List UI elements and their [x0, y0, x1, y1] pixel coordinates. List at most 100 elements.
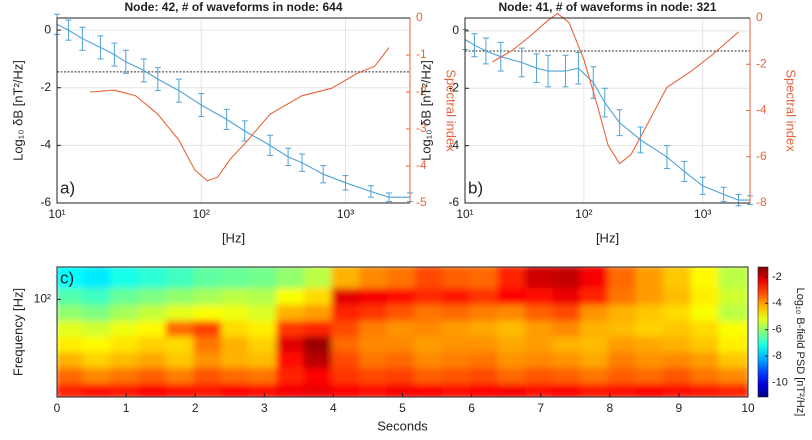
colorbar-tick-label: -10 — [772, 376, 788, 388]
heatmap-cell — [193, 300, 225, 321]
heatmap-cell — [248, 332, 281, 353]
heatmap-cell — [359, 267, 391, 289]
heatmap-cell — [82, 267, 115, 289]
x-axis-label: Seconds — [377, 418, 428, 433]
heatmap-cell — [386, 316, 419, 337]
heatmap-cell — [635, 363, 668, 384]
heatmap-cell — [276, 348, 308, 368]
x-axis-label: [Hz] — [222, 230, 245, 245]
heatmap-cell — [57, 363, 87, 384]
heatmap-cell — [82, 300, 115, 321]
y-tick-label: 0 — [452, 23, 459, 37]
colorbar-label: Log₁₀ B-field PSD [nT²/Hz] — [794, 288, 806, 417]
heatmap-cell — [110, 379, 142, 397]
heatmap-cell — [220, 316, 253, 337]
heatmap-cell — [165, 348, 198, 368]
colorbar-tick-label: -4 — [772, 297, 782, 309]
heatmap-cell — [441, 363, 474, 384]
heatmap-cell — [497, 348, 529, 368]
colorbar-tick-label: -2 — [772, 271, 782, 283]
heatmap-cell — [110, 284, 142, 305]
heatmap-cell — [414, 348, 446, 368]
heatmap-cell — [359, 300, 391, 321]
heatmap-cell — [331, 348, 364, 368]
heatmap-cell — [386, 267, 419, 289]
y-tick-label: 10² — [34, 292, 51, 306]
heatmap-cell — [524, 363, 557, 384]
heatmap-cell — [110, 332, 142, 353]
colorbar — [757, 266, 769, 398]
heatmap-cell — [441, 284, 474, 305]
x-tick-label: 2 — [192, 401, 199, 415]
x-tick-label: 10 — [741, 401, 755, 415]
heatmap-cell — [635, 267, 668, 289]
heatmap-cell — [580, 267, 612, 289]
heatmap-cell — [331, 316, 364, 337]
y-tick-label: -6 — [40, 195, 51, 209]
heatmap-cell — [220, 284, 253, 305]
heatmap-cell — [193, 348, 225, 368]
heatmap-cell — [524, 316, 557, 337]
heatmap-cell — [359, 284, 391, 305]
x-tick-label: 4 — [330, 401, 337, 415]
y2-tick-label: -5 — [416, 195, 427, 209]
y-tick-label: -2 — [40, 80, 51, 94]
heatmap-cell — [718, 316, 748, 337]
heatmap-cell — [690, 363, 723, 384]
heatmap-cell — [414, 316, 446, 337]
x-tick-label: 10¹ — [456, 207, 473, 221]
heatmap-cell — [414, 267, 446, 289]
y2-tick-label: -1 — [416, 47, 427, 61]
x-tick-label: 1 — [123, 401, 130, 415]
heatmap-cell — [137, 267, 170, 289]
heatmap-cell — [82, 363, 115, 384]
heatmap-cell — [303, 363, 336, 384]
heatmap-cell — [386, 300, 419, 321]
heatmap-cell — [165, 267, 198, 289]
heatmap-cell — [248, 267, 281, 289]
panel: 0 1 2 3 4 5 6 7 8 9 10 10² c) Seconds Frequency [Hz] -1… — [10, 266, 806, 433]
heatmap-cell — [165, 379, 198, 397]
heatmap-cell — [441, 316, 474, 337]
heatmap-cell — [469, 379, 502, 397]
y-tick-label: -2 — [448, 80, 459, 94]
heatmap-cell — [524, 284, 557, 305]
heatmap-cell — [220, 379, 253, 397]
y-tick-label: 0 — [44, 22, 51, 36]
heatmap-cell — [165, 332, 198, 353]
heatmap-cell — [497, 332, 529, 353]
heatmap-cell — [718, 300, 748, 321]
heatmap-cell — [276, 332, 308, 353]
heatmap-cell — [607, 300, 640, 321]
heatmap-cell — [469, 267, 502, 289]
heatmap-cell — [110, 348, 142, 368]
heatmap-cell — [690, 379, 723, 397]
heatmap-cell — [580, 348, 612, 368]
heatmap-cell — [386, 363, 419, 384]
x-tick-label: 7 — [537, 401, 544, 415]
heatmap-cell — [718, 332, 748, 353]
heatmap-cell — [303, 300, 336, 321]
heatmap-cell — [524, 300, 557, 321]
heatmap-cell — [386, 348, 419, 368]
heatmap-cell — [193, 379, 225, 397]
panel-label: c) — [60, 268, 74, 287]
panel: 10¹ 10² 10³ -6 -4 -2 0 -5 -4 -3 -2 -1 0 Node: 42, # o… — [10, 0, 458, 245]
heatmap-cell — [690, 332, 723, 353]
axes-frame — [464, 17, 750, 204]
heatmap-cell — [137, 379, 170, 397]
heatmap-cell — [303, 316, 336, 337]
x-tick-label: 10² — [193, 207, 210, 221]
heatmap-cell — [580, 316, 612, 337]
heatmap-cell — [552, 379, 585, 397]
series-line — [90, 47, 390, 182]
heatmap-cell — [165, 363, 198, 384]
heatmap-cell — [524, 267, 557, 289]
y-axis-label: Log₁₀ δB [nT²/Hz] — [10, 60, 25, 161]
heatmap — [57, 267, 748, 397]
heatmap-cell — [386, 284, 419, 305]
heatmap-cell — [359, 348, 391, 368]
heatmap-cell — [82, 332, 115, 353]
heatmap-cell — [57, 267, 87, 289]
